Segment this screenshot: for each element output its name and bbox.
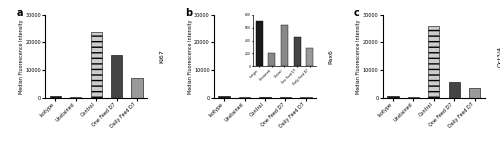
- Bar: [50, 96, 61, 98]
- Bar: [408, 97, 419, 98]
- Bar: [469, 88, 480, 98]
- Bar: [448, 82, 460, 98]
- Bar: [111, 55, 122, 98]
- Bar: [132, 78, 142, 98]
- Text: a: a: [16, 8, 23, 18]
- Y-axis label: Median Fluorescence Intensity: Median Fluorescence Intensity: [356, 19, 362, 93]
- Text: Oct3/4: Oct3/4: [498, 46, 500, 67]
- Bar: [388, 96, 398, 98]
- Bar: [90, 32, 102, 98]
- Y-axis label: Median Fluorescence Intensity: Median Fluorescence Intensity: [188, 19, 192, 93]
- Text: Pax6: Pax6: [328, 49, 334, 64]
- Bar: [428, 26, 440, 98]
- Y-axis label: Median Fluorescence Intensity: Median Fluorescence Intensity: [19, 19, 24, 93]
- Text: Ki67: Ki67: [160, 49, 164, 63]
- Bar: [218, 96, 230, 98]
- Text: c: c: [354, 8, 360, 18]
- Text: b: b: [185, 8, 192, 18]
